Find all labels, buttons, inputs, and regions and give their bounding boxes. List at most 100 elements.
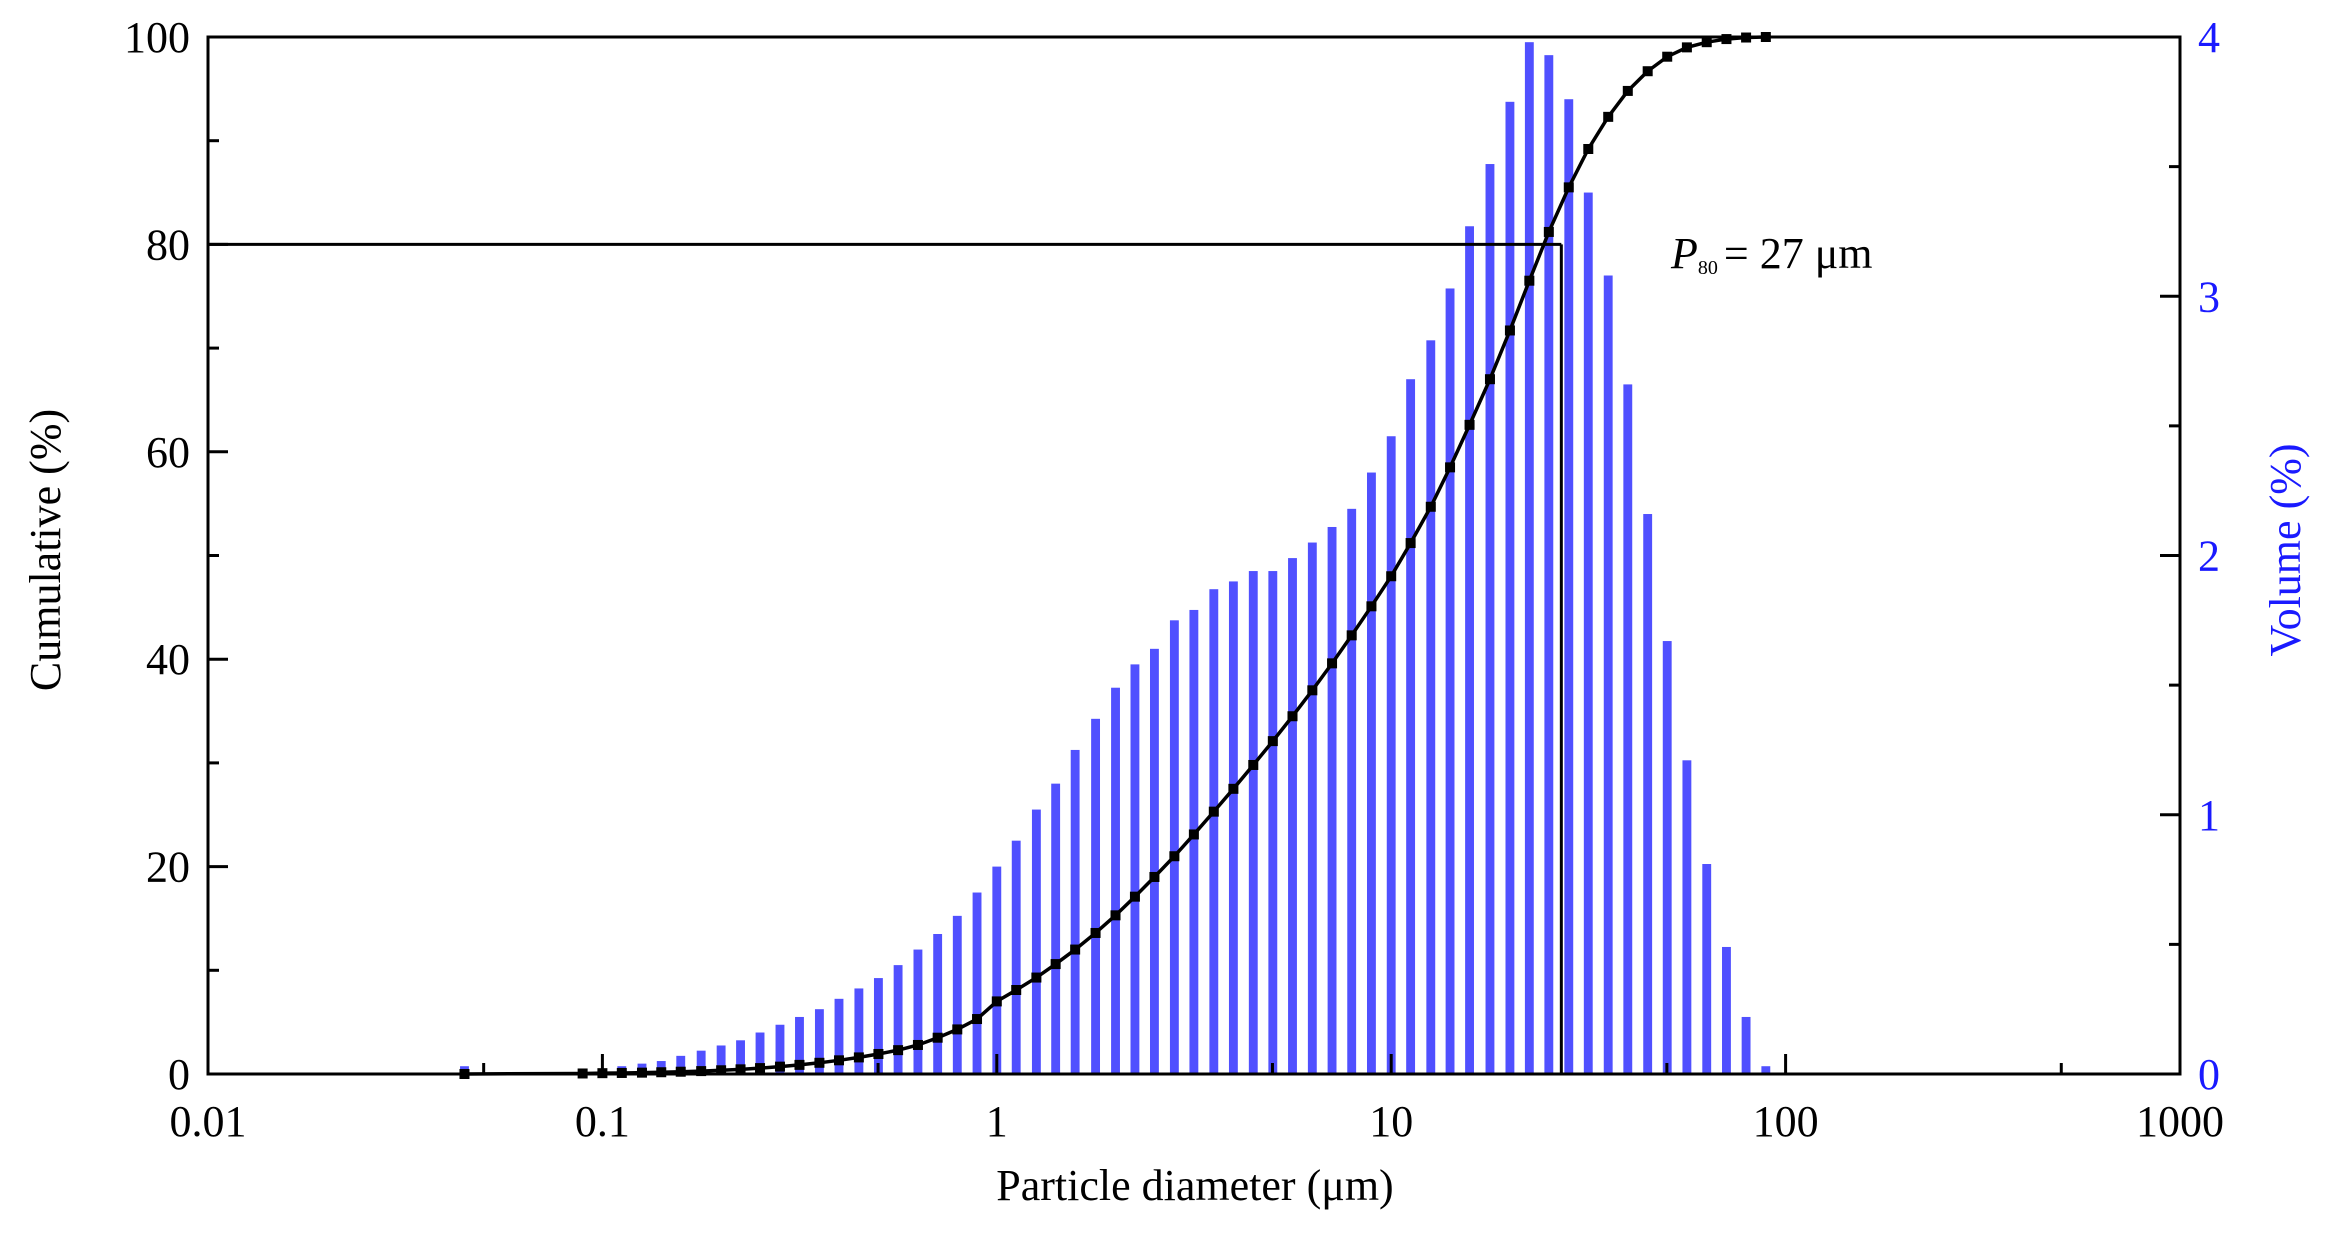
bar — [1327, 526, 1337, 1074]
marker — [1228, 783, 1239, 794]
marker — [1149, 871, 1160, 882]
marker — [1583, 143, 1594, 154]
bar — [1189, 609, 1199, 1074]
y2-tick-label: 4 — [2198, 13, 2220, 62]
bar — [1544, 55, 1554, 1074]
bar — [676, 1055, 686, 1074]
bar — [834, 998, 844, 1074]
bar — [873, 978, 883, 1074]
x-tick-label: 10 — [1369, 1097, 1413, 1146]
bar — [992, 866, 1002, 1074]
bar — [1564, 99, 1574, 1075]
bar — [1524, 42, 1534, 1074]
marker — [1524, 275, 1535, 286]
marker — [1287, 711, 1298, 722]
y-tick-label: 100 — [124, 13, 190, 62]
marker — [1386, 571, 1397, 582]
bar — [1406, 379, 1416, 1075]
bar — [1603, 275, 1613, 1074]
bar — [795, 1016, 804, 1074]
bar — [1111, 687, 1120, 1074]
marker — [1464, 419, 1475, 430]
x-tick-label: 0.01 — [170, 1097, 247, 1146]
marker — [1721, 34, 1732, 45]
marker — [1248, 759, 1259, 770]
x-axis-title: Particle diameter (μm) — [996, 1161, 1393, 1210]
marker — [794, 1059, 805, 1070]
bar — [854, 988, 864, 1074]
bar — [736, 1040, 745, 1074]
annotation-symbol: P — [1670, 229, 1698, 278]
bar — [1051, 783, 1061, 1074]
bar — [913, 949, 923, 1074]
bar — [1761, 1066, 1771, 1074]
bar — [1445, 288, 1455, 1074]
annotation-value: = 27 μm — [1724, 229, 1873, 278]
bar — [952, 915, 962, 1074]
bar — [1288, 558, 1297, 1074]
marker — [1011, 985, 1022, 996]
annotation-subscript: 80 — [1698, 257, 1718, 279]
bar — [1268, 571, 1278, 1074]
marker — [755, 1063, 766, 1074]
bar — [775, 1024, 785, 1074]
bar — [1485, 164, 1495, 1075]
y2-tick-label: 3 — [2198, 272, 2220, 321]
marker — [735, 1064, 746, 1075]
bar — [696, 1050, 706, 1074]
x-tick-label: 1000 — [2136, 1097, 2224, 1146]
marker — [814, 1057, 825, 1068]
bar — [1307, 542, 1317, 1074]
marker — [1405, 538, 1416, 549]
marker — [893, 1045, 904, 1056]
marker — [1090, 927, 1101, 938]
y2-tick-label: 1 — [2198, 791, 2220, 840]
bar — [814, 1009, 824, 1074]
marker — [1129, 891, 1140, 902]
x-tick-label: 100 — [1753, 1097, 1819, 1146]
bar — [1682, 760, 1692, 1074]
bar — [1702, 864, 1712, 1074]
y-tick-label: 0 — [168, 1050, 190, 1099]
marker — [1563, 182, 1574, 193]
y-tick-label: 20 — [146, 843, 190, 892]
y2-axis-title: Volume (%) — [2261, 443, 2310, 656]
marker — [716, 1065, 727, 1076]
bar — [1130, 664, 1140, 1074]
x-tick-label: 0.1 — [575, 1097, 630, 1146]
marker — [1031, 972, 1042, 983]
bar — [1209, 589, 1219, 1074]
marker — [873, 1048, 884, 1059]
marker — [1484, 374, 1495, 385]
marker — [1188, 829, 1199, 840]
bar — [1505, 101, 1515, 1074]
bar — [1722, 946, 1731, 1074]
marker — [972, 1014, 983, 1025]
marker — [833, 1055, 844, 1066]
bar — [1149, 648, 1159, 1074]
marker — [1543, 226, 1554, 237]
y2-tick-label: 2 — [2198, 532, 2220, 581]
annotation: P80 = 27 μm — [1670, 229, 1873, 279]
bar — [1169, 620, 1179, 1074]
marker — [1701, 37, 1712, 48]
bar — [1070, 749, 1080, 1074]
marker — [1327, 658, 1338, 669]
y-tick-label: 60 — [146, 428, 190, 477]
marker — [1169, 851, 1180, 862]
marker — [991, 996, 1002, 1007]
marker — [1110, 910, 1121, 921]
marker — [1425, 501, 1436, 512]
bar — [1347, 508, 1357, 1075]
y-axis-title: Cumulative (%) — [21, 409, 70, 691]
marker — [1346, 630, 1357, 641]
bar — [1091, 718, 1101, 1074]
bar — [972, 892, 982, 1074]
bar — [1386, 436, 1396, 1074]
marker — [656, 1067, 667, 1078]
bar — [1228, 581, 1238, 1074]
bar — [1741, 1016, 1751, 1074]
marker — [696, 1066, 707, 1077]
